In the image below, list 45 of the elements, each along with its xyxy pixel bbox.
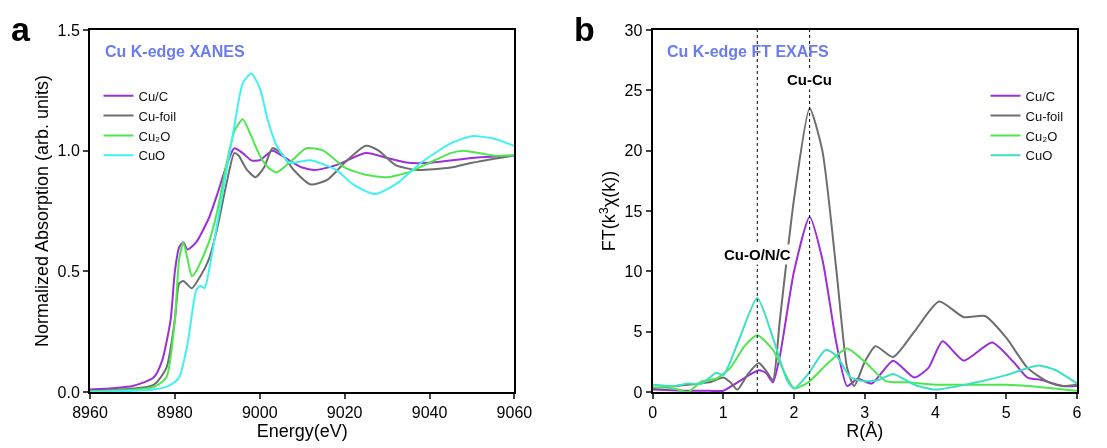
y-tick-label: 1.0 — [57, 142, 80, 160]
y-tick-label: 0 — [633, 383, 643, 401]
x-tick-label: 2 — [789, 404, 799, 422]
x-tick-label: 9000 — [241, 404, 278, 422]
y-tick-label: 10 — [624, 262, 643, 280]
line-series — [652, 296, 1077, 391]
text: Cu K-edge XANES — [105, 43, 245, 60]
x-tick-label: 3 — [860, 404, 870, 422]
legend-label: Cu₂O — [138, 128, 171, 144]
y-tick-label: 5 — [633, 323, 643, 341]
x-tick-label: 6 — [1072, 404, 1082, 422]
y-tick-label: 0.5 — [57, 262, 80, 280]
x-axis-title: Energy(eV) — [256, 421, 348, 442]
legend-label: CuO — [1025, 148, 1053, 164]
x-tick-label: 0 — [648, 404, 658, 422]
legend-label: Cu/C — [1025, 88, 1056, 104]
x-tick-label: 9020 — [326, 404, 363, 422]
annotation: Cu-O/N/C — [724, 246, 791, 263]
x-tick-label: 4 — [931, 404, 941, 422]
x-tick-label: 5 — [1001, 404, 1011, 422]
y-tick-label: 15 — [624, 202, 643, 220]
legend-label: Cu/C — [138, 88, 169, 104]
legend-label: Cu-foil — [1025, 108, 1064, 124]
legend-label: CuO — [138, 148, 166, 164]
legend-label: Cu-foil — [138, 108, 177, 124]
text: a — [11, 10, 31, 48]
y-tick-label: 20 — [624, 142, 643, 160]
x-tick-label: 8980 — [157, 404, 193, 422]
x-axis-title: R(Å) — [846, 421, 884, 442]
y-tick-label: 25 — [624, 81, 643, 99]
annotation: Cu-Cu — [787, 71, 832, 88]
legend-label: Cu₂O — [1025, 128, 1058, 144]
text: Cu K-edge FT EXAFS — [667, 43, 830, 60]
line-series — [652, 334, 1077, 392]
y-tick-label: 0.0 — [57, 383, 80, 401]
x-tick-label: 8960 — [72, 404, 108, 422]
y-tick-label: 30 — [624, 21, 643, 39]
line-series — [652, 216, 1077, 392]
text: b — [574, 10, 595, 48]
y-axis-title: Normalized Absorption (arb. units) — [32, 74, 53, 348]
x-tick-label: 1 — [718, 404, 728, 422]
line-series — [652, 107, 1077, 391]
x-tick-label: 9060 — [496, 404, 533, 422]
y-tick-label: 1.5 — [57, 21, 80, 39]
x-tick-label: 9040 — [411, 404, 448, 422]
